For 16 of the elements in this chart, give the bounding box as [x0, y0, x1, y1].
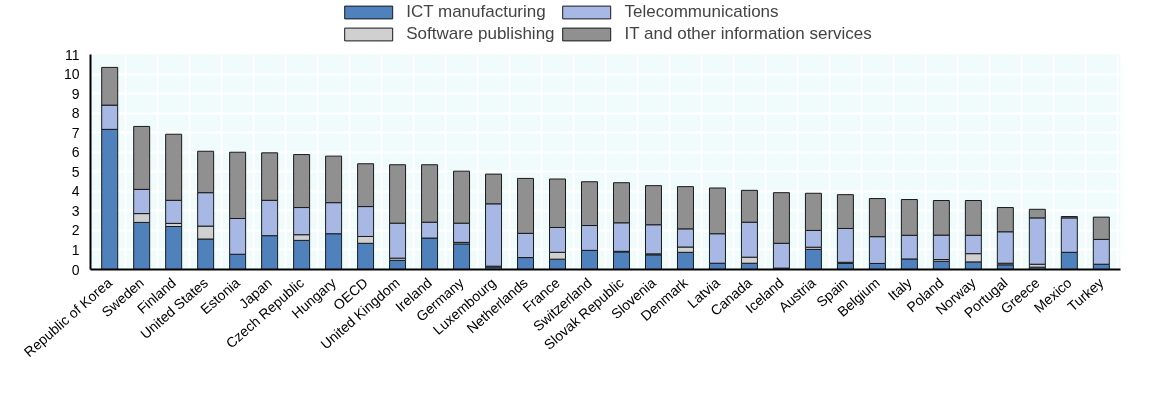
legend-label: Software publishing: [406, 24, 555, 44]
y-tick-label: 0: [71, 261, 80, 278]
y-tick-label: 1: [71, 241, 80, 258]
y-tick-label: 8: [71, 105, 80, 122]
y-tick-label: 5: [71, 163, 80, 180]
y-tick-label: 4: [71, 183, 80, 200]
y-tick-label: 6: [71, 144, 80, 161]
y-tick-label: 10: [63, 66, 80, 83]
y-tick-label: 11: [64, 46, 80, 63]
legend-label: ICT manufacturing: [406, 2, 546, 22]
y-tick-label: 9: [71, 85, 80, 102]
y-tick-label: 3: [71, 202, 80, 219]
y-tick-label: 7: [71, 124, 80, 141]
legend-label: IT and other information services: [624, 24, 872, 44]
y-tick-label: 2: [71, 222, 80, 239]
legend-label: Telecommunications: [624, 2, 779, 22]
